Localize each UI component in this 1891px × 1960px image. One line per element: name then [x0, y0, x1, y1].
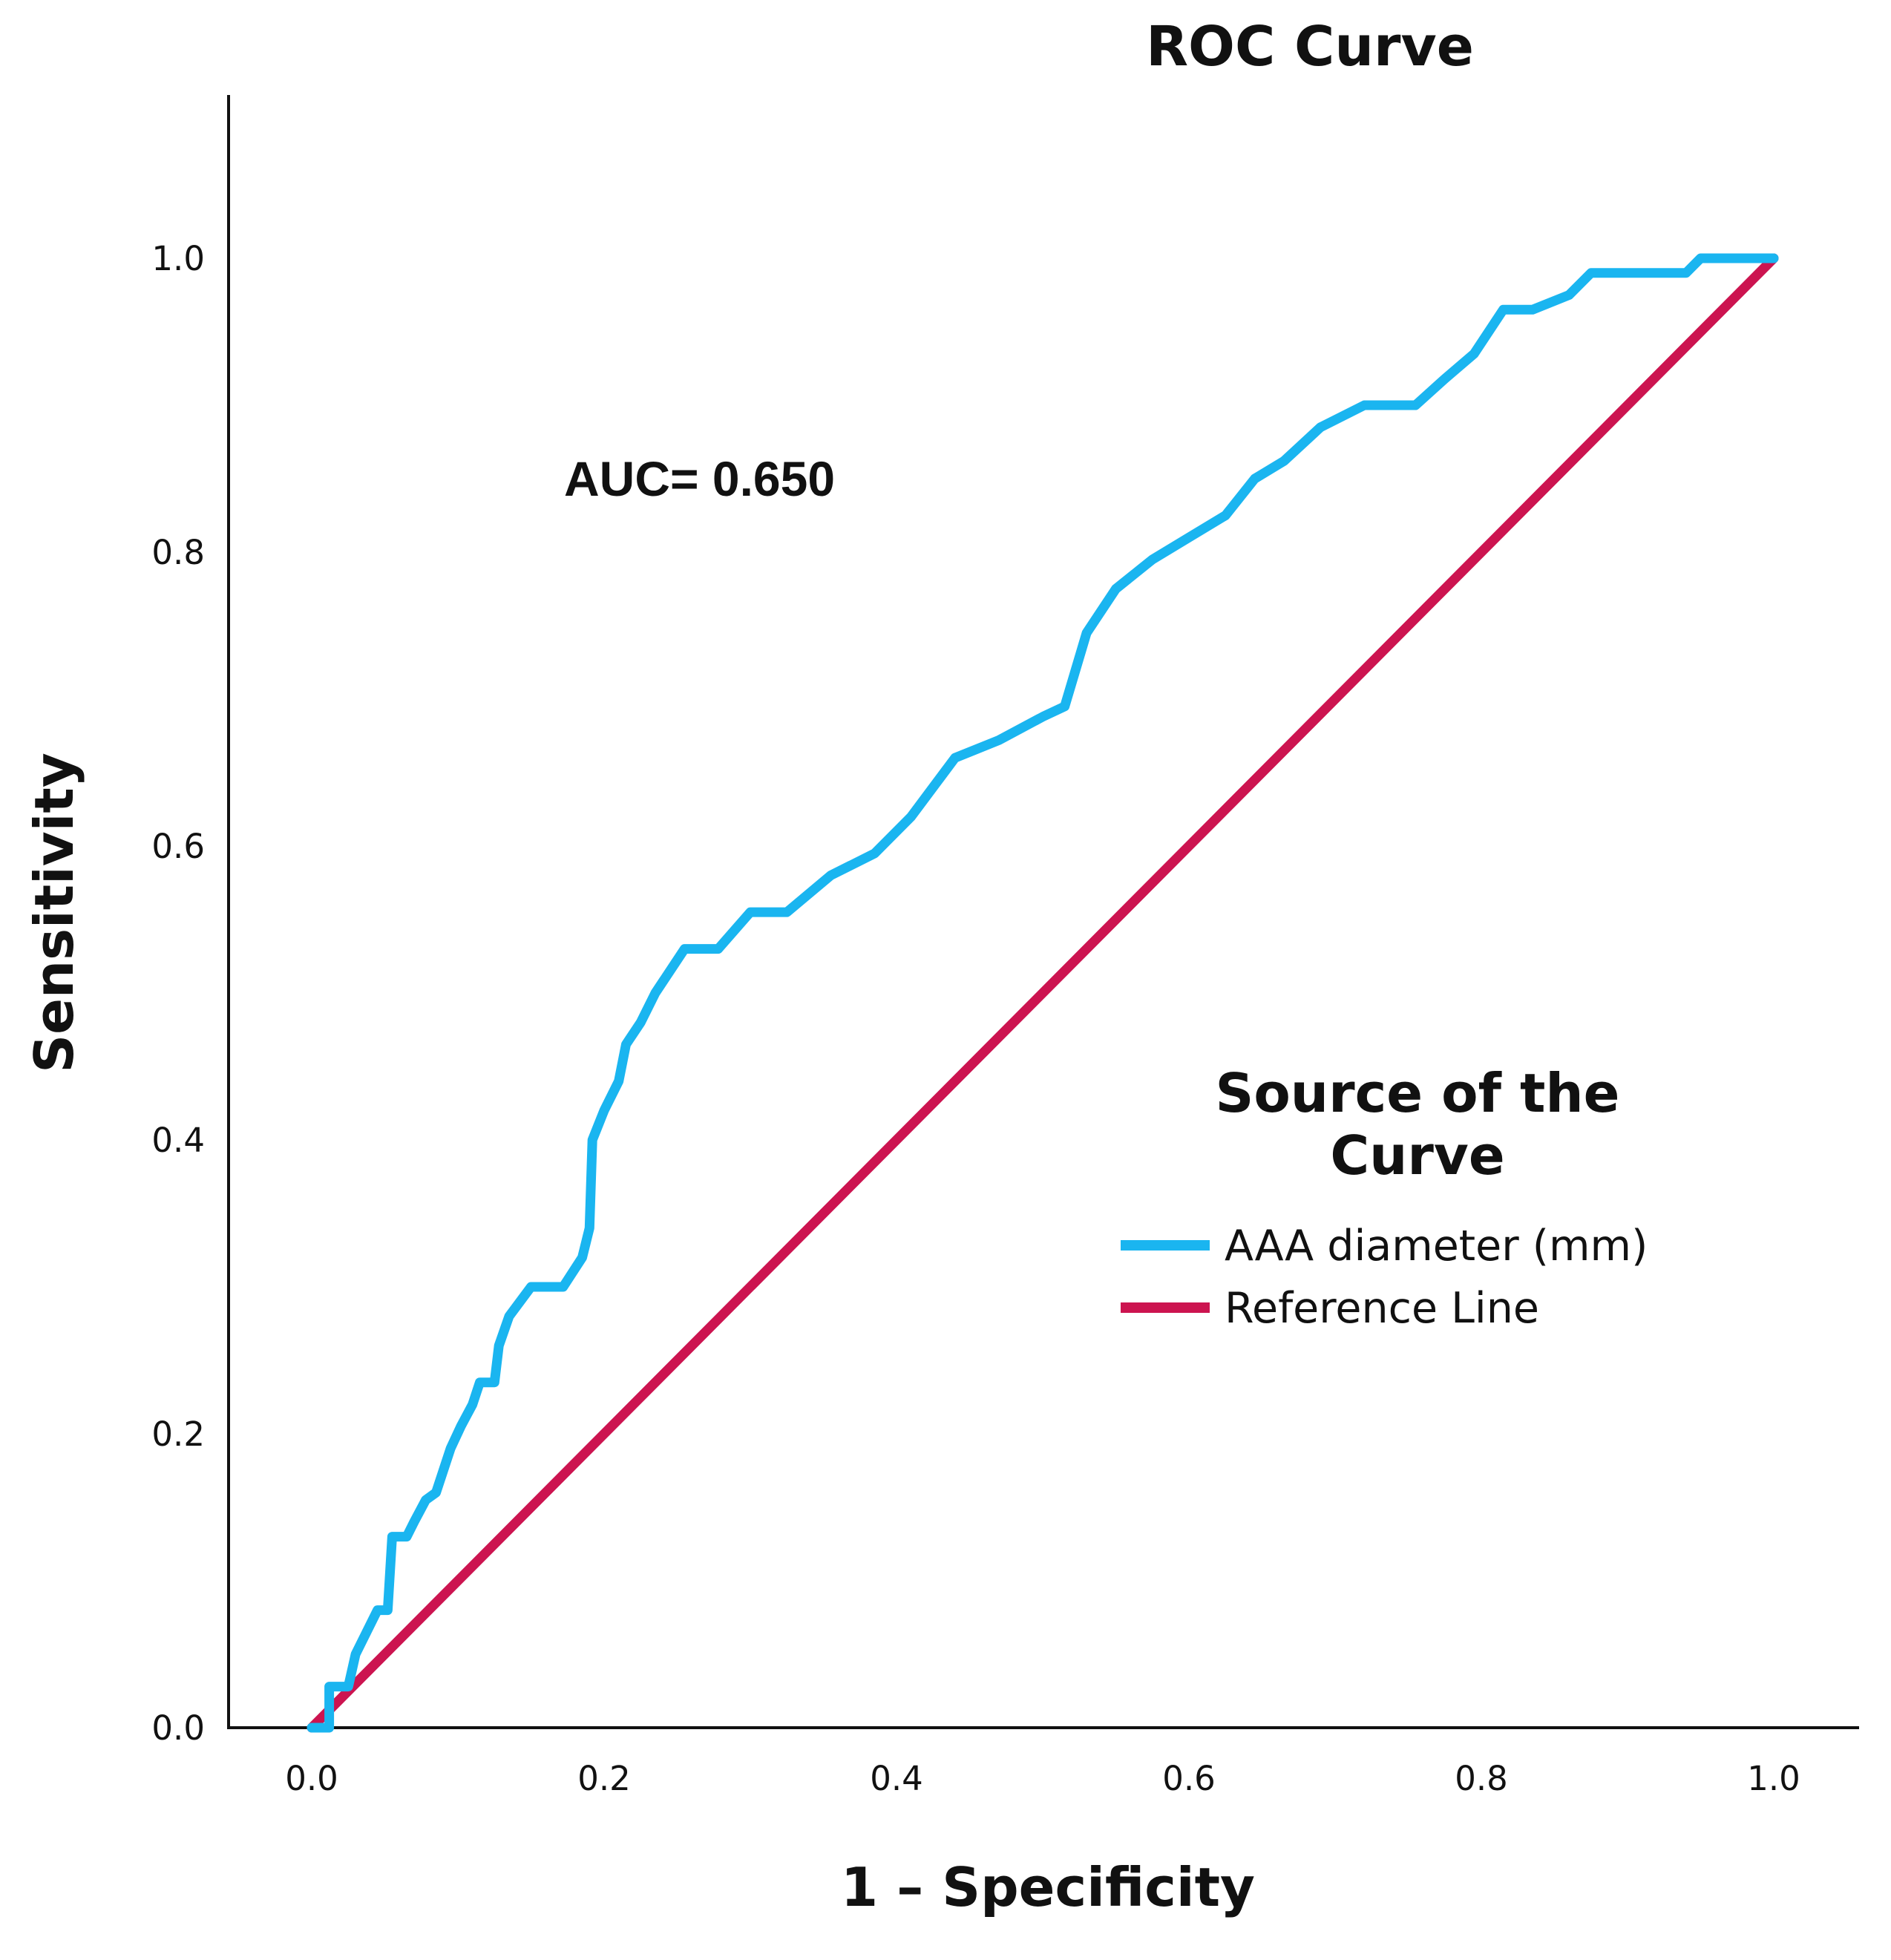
- x-tick-labels: 0.0 0.2 0.4 0.6 0.8 1.0: [285, 1759, 1800, 1798]
- chart-title: ROC Curve: [1146, 15, 1474, 79]
- y-tick-label: 0.4: [151, 1121, 205, 1160]
- x-tick-label: 1.0: [1747, 1759, 1800, 1798]
- legend-label-aaa-diameter: AAA diameter (mm): [1225, 1222, 1648, 1271]
- x-axis-label: 1 – Specificity: [841, 1856, 1255, 1918]
- auc-annotation: AUC= 0.650: [564, 451, 835, 506]
- x-tick-label: 0.4: [870, 1759, 923, 1798]
- y-tick-labels: 0.0 0.2 0.4 0.6 0.8 1.0: [151, 239, 205, 1748]
- y-tick-label: 1.0: [151, 239, 205, 278]
- x-tick-label: 0.6: [1162, 1759, 1216, 1798]
- y-tick-label: 0.0: [151, 1708, 205, 1748]
- legend-title-line-1: Source of the: [1215, 1062, 1619, 1124]
- axes: [227, 95, 1859, 1729]
- x-tick-label: 0.2: [577, 1759, 631, 1798]
- x-tick-label: 0.8: [1455, 1759, 1508, 1798]
- series-layer: [307, 253, 1779, 1733]
- series-line-aaa-diameter: [307, 253, 1779, 1733]
- legend-label-reference-line: Reference Line: [1225, 1284, 1539, 1333]
- y-tick-label: 0.2: [151, 1415, 205, 1454]
- y-tick-label: 0.6: [151, 827, 205, 866]
- series-line-reference: [307, 253, 1779, 1733]
- x-tick-label: 0.0: [285, 1759, 338, 1798]
- legend: Source of the Curve AAA diameter (mm) Re…: [1121, 1062, 1648, 1333]
- legend-title-line-2: Curve: [1330, 1124, 1504, 1187]
- y-tick-label: 0.8: [151, 533, 205, 572]
- y-axis-label: Sensitivity: [23, 753, 85, 1073]
